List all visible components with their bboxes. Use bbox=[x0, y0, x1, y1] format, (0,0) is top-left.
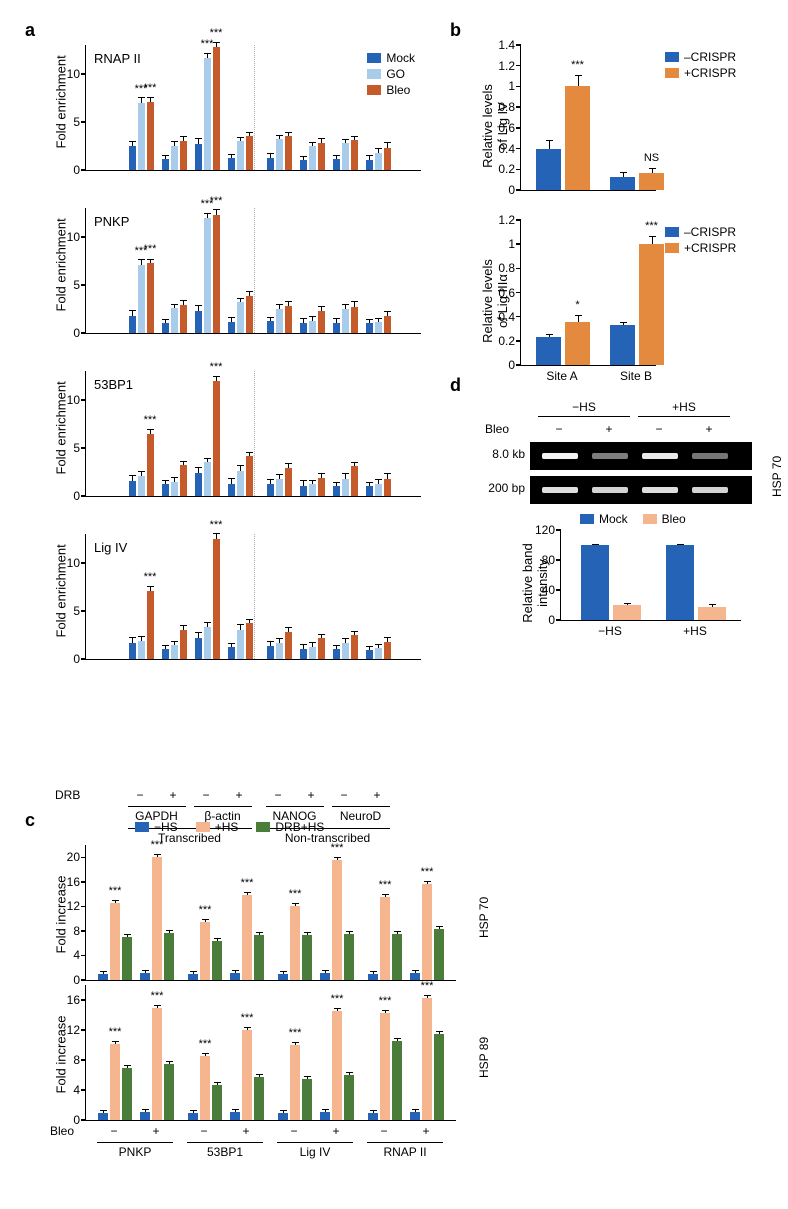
figure-root: a b c d RNAP II************MockGOBleo051… bbox=[20, 20, 768, 1189]
panel-label-d: d bbox=[450, 375, 461, 396]
panel-label-c: c bbox=[25, 810, 35, 831]
panel-label-b: b bbox=[450, 20, 461, 41]
panel-label-a: a bbox=[25, 20, 35, 41]
